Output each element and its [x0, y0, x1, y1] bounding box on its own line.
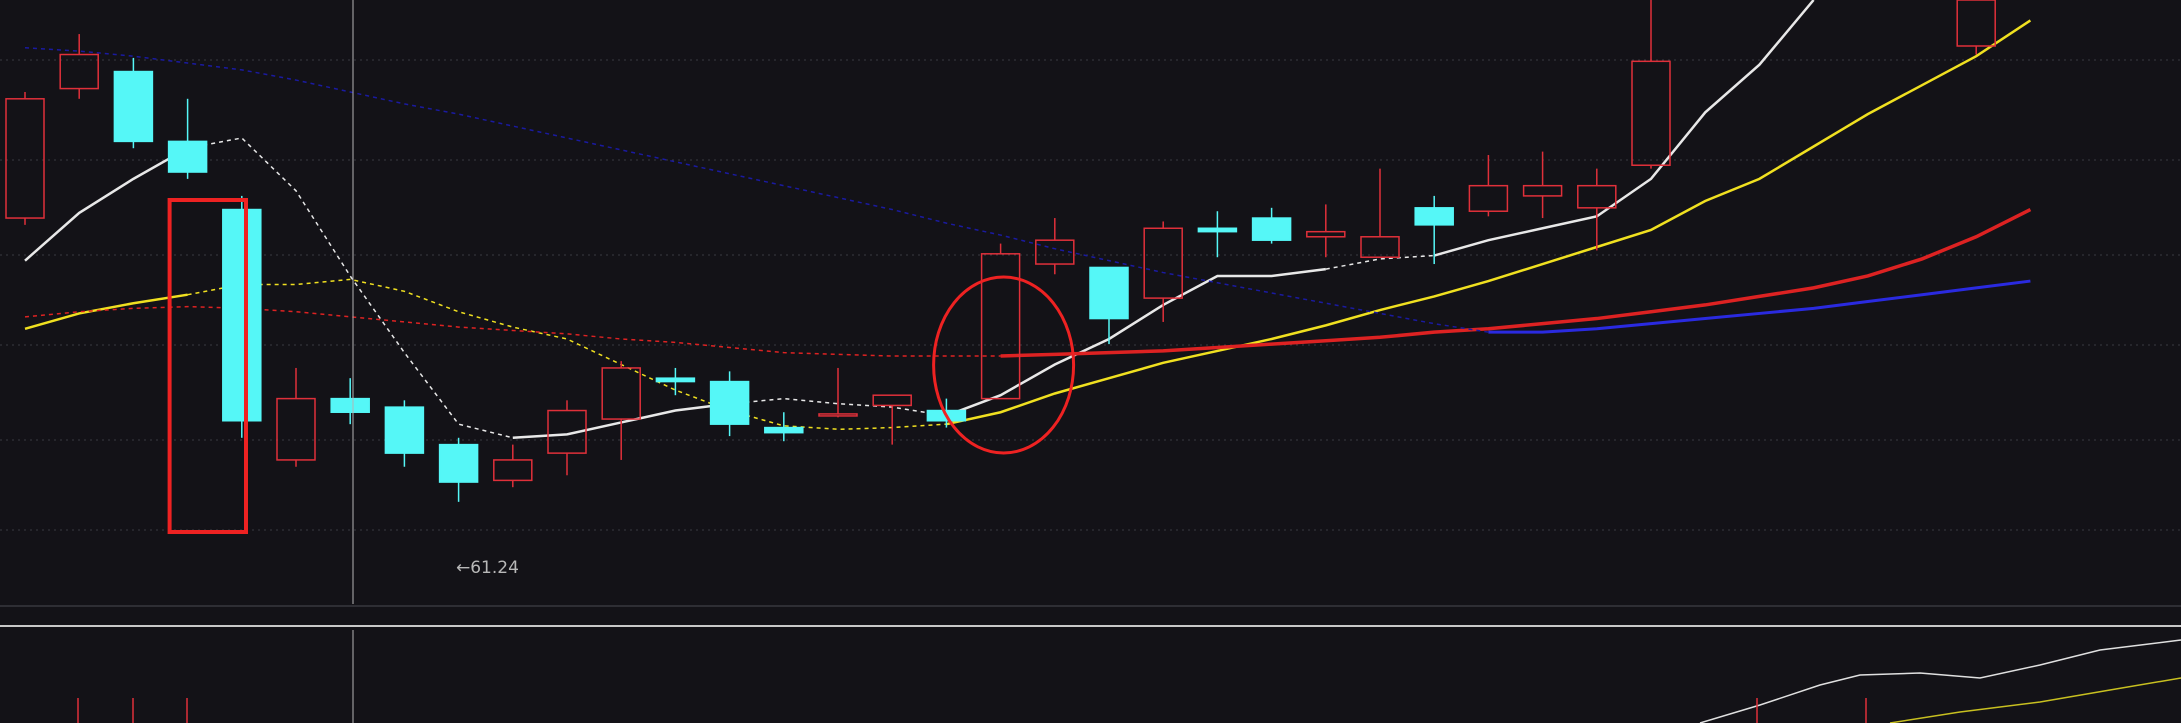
candlestick	[438, 437, 479, 502]
candlestick	[59, 34, 99, 99]
candle-body	[1522, 184, 1563, 197]
candlestick	[276, 367, 316, 467]
ma-line-white	[1325, 254, 1435, 270]
candle-body	[1197, 227, 1238, 233]
candle-body	[1035, 239, 1075, 265]
candlestick	[872, 394, 912, 445]
candle-body	[709, 380, 750, 425]
indicator-line-white	[1699, 639, 2181, 723]
candlestick	[1306, 204, 1346, 258]
candlestick	[384, 400, 425, 467]
candlestick	[5, 91, 45, 225]
candlestick	[601, 361, 641, 460]
candlestick	[1360, 168, 1400, 258]
candlestick	[222, 195, 262, 438]
candle-body	[1414, 207, 1454, 226]
ma-line-yellow	[187, 278, 947, 431]
candle-body	[1631, 60, 1671, 166]
candle-body	[113, 70, 154, 143]
candlestick	[1522, 151, 1563, 219]
candle-body	[1360, 236, 1400, 258]
candlestick	[1468, 155, 1509, 217]
candle-body	[547, 409, 587, 454]
candle-body	[276, 397, 316, 461]
candlestick	[167, 98, 208, 179]
candle-body	[1251, 217, 1292, 241]
candle-body	[330, 397, 370, 413]
ma-line-white	[945, 267, 1326, 417]
ma-line-blue	[1488, 279, 2031, 334]
annotation-layer	[167, 198, 1076, 534]
candle-body	[438, 443, 479, 483]
candlestick	[113, 57, 154, 149]
candlestick	[547, 400, 587, 476]
ma-line-white	[24, 147, 189, 262]
ma-line-yellow	[946, 19, 2032, 426]
candlestick	[330, 378, 370, 425]
candlestick	[493, 444, 533, 488]
ma-line-white	[1433, 0, 1815, 257]
candle-body	[384, 406, 425, 454]
candle-body	[59, 53, 99, 90]
candlestick	[1197, 211, 1238, 258]
candlestick	[1143, 221, 1183, 322]
annotation-ellipse	[932, 275, 1076, 455]
candlestick	[764, 412, 804, 442]
candle-body	[655, 377, 696, 383]
candle-body	[1577, 184, 1617, 209]
candle-body	[5, 98, 45, 219]
candle-body	[1956, 0, 1996, 47]
candlestick-layer	[5, 0, 1996, 502]
candle-body	[980, 253, 1021, 400]
candlestick	[1414, 195, 1454, 265]
candlestick	[818, 367, 858, 418]
candle-body	[1306, 230, 1346, 238]
candle-body	[222, 208, 262, 422]
low-price-label: ←61.24	[456, 558, 519, 578]
candle-body	[601, 367, 641, 420]
candlestick	[1251, 207, 1292, 244]
candle-body	[818, 413, 858, 417]
ma-line-red-dashed	[24, 305, 1001, 357]
candlestick	[1089, 266, 1129, 345]
candlestick	[980, 243, 1021, 400]
candle-body	[493, 459, 533, 482]
candlestick	[1956, 0, 1996, 55]
candle-body	[1468, 184, 1509, 212]
indicator-line-yellow	[1889, 677, 2181, 723]
candle-body	[1089, 266, 1129, 320]
candle-body	[764, 426, 804, 434]
candlestick	[655, 367, 696, 396]
moving-average-layer	[24, 0, 2032, 440]
candlestick	[1631, 0, 1671, 169]
indicator-panel	[77, 639, 2181, 723]
ma-line-red	[1000, 207, 2032, 358]
candlestick	[709, 371, 750, 437]
annotation-rectangle	[167, 198, 249, 534]
candle-body	[167, 140, 208, 173]
candle-body	[1143, 227, 1183, 299]
ma-line-yellow	[24, 293, 188, 330]
candlestick	[1035, 218, 1075, 275]
ma-line-blue-dashed	[24, 46, 1489, 333]
candle-body	[872, 394, 912, 407]
candlestick	[1577, 168, 1617, 251]
